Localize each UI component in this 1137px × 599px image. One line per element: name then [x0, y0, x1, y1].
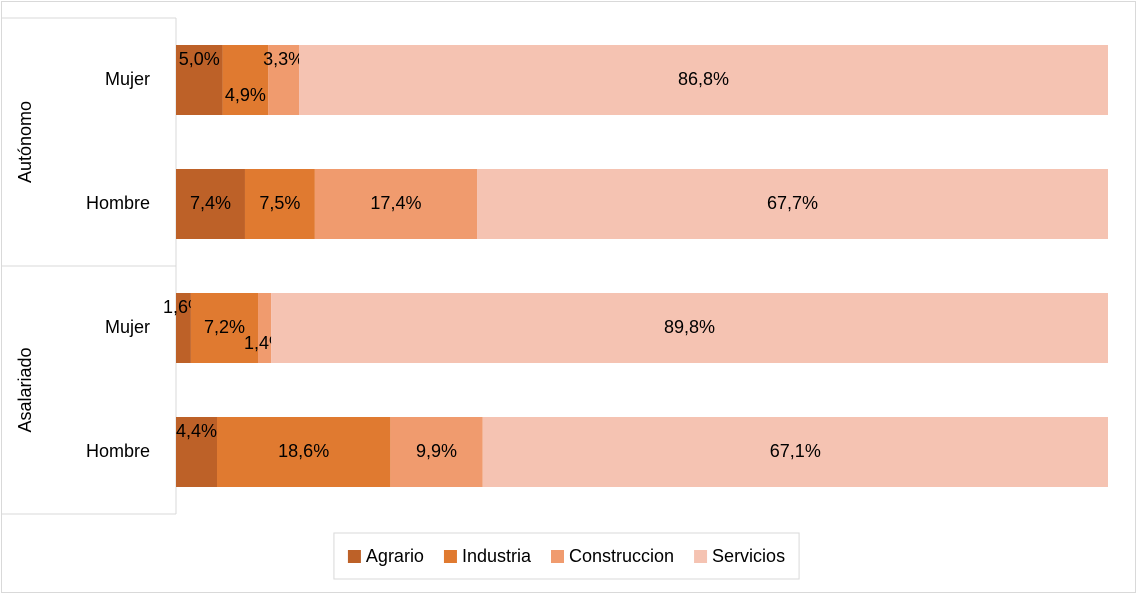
data-label: 67,7%: [767, 193, 818, 213]
bar-segment: [258, 293, 272, 363]
data-label: 17,4%: [370, 193, 421, 213]
bar-segment: [190, 293, 259, 363]
category-label: Mujer: [105, 69, 150, 89]
legend-swatch: [443, 550, 457, 563]
bar-segment: [299, 45, 1108, 115]
group-label: Autónomo: [15, 101, 35, 183]
bar-segment: [314, 169, 478, 239]
legend-swatch: [694, 550, 708, 563]
data-label: 4,4%: [176, 421, 217, 441]
bar-segment: [176, 45, 223, 115]
data-label: 7,5%: [259, 193, 300, 213]
bar-segment: [176, 417, 218, 487]
legend: Agrario Industria Construccion Servicios: [333, 532, 800, 580]
bar-segment: [482, 417, 1108, 487]
data-label: 18,6%: [278, 441, 329, 461]
legend-label: Construccion: [569, 546, 674, 566]
category-label: Mujer: [105, 317, 150, 337]
bar-segment: [268, 45, 300, 115]
data-label: 5,0%: [179, 49, 220, 69]
bar-segment: [222, 45, 269, 115]
category-label: Hombre: [86, 441, 150, 461]
bar-segment: [390, 417, 483, 487]
data-label: 89,8%: [664, 317, 715, 337]
legend-box: [333, 532, 800, 580]
data-label: 4,9%: [225, 85, 266, 105]
data-label: 3,3%: [263, 49, 304, 69]
data-label: 9,9%: [416, 441, 457, 461]
data-label: 67,1%: [770, 441, 821, 461]
bar-segment: [271, 293, 1109, 363]
bar-segment: [176, 169, 245, 239]
legend-label: Servicios: [712, 546, 785, 566]
group-label: Asalariado: [15, 347, 35, 432]
bar-segment: [217, 417, 391, 487]
legend-swatch: [551, 550, 564, 563]
bar-segment: [477, 169, 1108, 239]
legend-swatch: [347, 550, 361, 563]
bar-segment: [176, 293, 191, 363]
legend-label: Agrario: [366, 546, 424, 566]
data-label: 7,2%: [204, 317, 245, 337]
category-label: Hombre: [86, 193, 150, 213]
data-label: 7,4%: [190, 193, 231, 213]
bar-segment: [244, 169, 315, 239]
data-label: 86,8%: [678, 69, 729, 89]
legend-label: Industria: [462, 546, 532, 566]
